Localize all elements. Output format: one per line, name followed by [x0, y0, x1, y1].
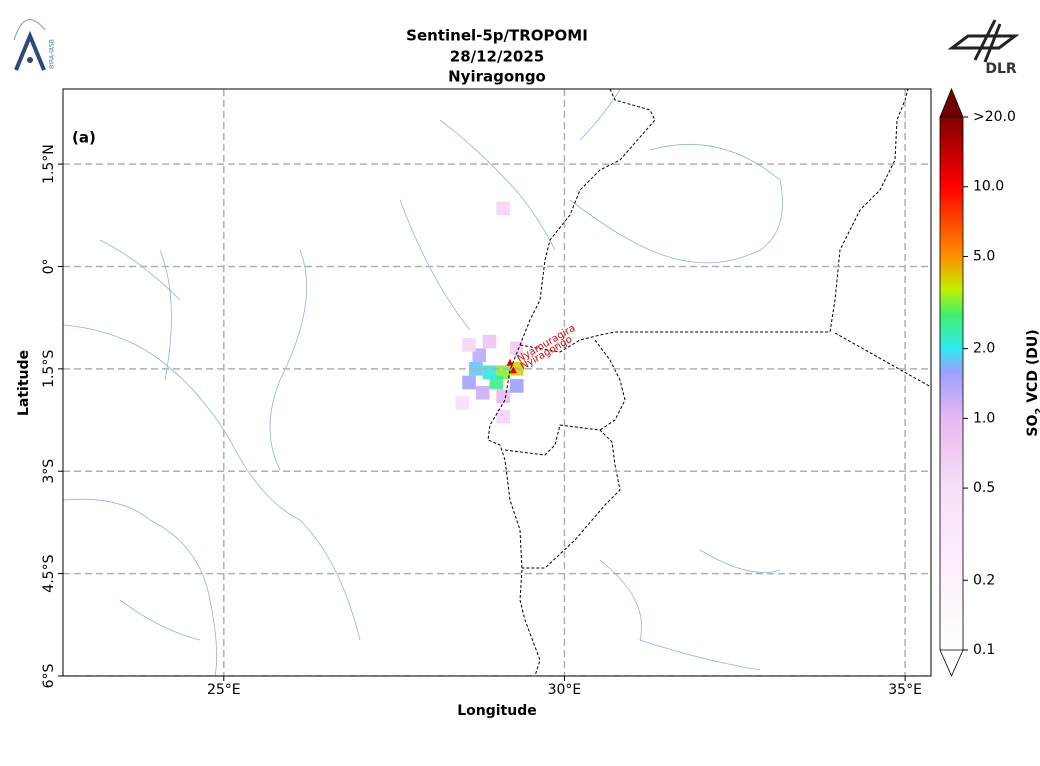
panel-label: (a): [72, 129, 96, 147]
cb-label-rest: VCD (DU): [1025, 329, 1040, 407]
colorbar-label: SO2 VCD (DU): [1025, 329, 1040, 436]
so2-cell: [475, 385, 490, 400]
x-tick-label: 30°E: [548, 682, 582, 698]
colorbar-tick-label: >20.0: [973, 109, 1016, 125]
so2-cell: [509, 379, 524, 393]
cb-label-main: SO: [1025, 415, 1040, 437]
bira-text: BIRA-IASB: [49, 39, 56, 69]
y-axis-label: Latitude: [16, 350, 32, 416]
colorbar-tick-label: 0.5: [973, 480, 995, 496]
colorbar-outline: [939, 117, 964, 650]
colorbar-over: [939, 87, 964, 118]
bira-logo: BIRA-IASB: [13, 19, 56, 71]
colorbar-tick-label: 10.0: [973, 179, 1004, 195]
geography: [63, 89, 931, 676]
y-tick-label: 1.5°S: [41, 350, 57, 388]
so2-cell: [462, 375, 476, 390]
dlr-text: DLR: [985, 61, 1017, 77]
x-axis-label: Longitude: [457, 703, 537, 719]
colorbar-tick-label: 0.1: [973, 642, 995, 658]
so2-layer: [455, 201, 524, 424]
y-tick-label: 3°S: [41, 459, 57, 484]
colorbar-tick-label: 2.0: [973, 341, 995, 357]
cb-label-sub: 2: [1034, 408, 1040, 415]
dlr-logo: DLR: [947, 19, 1020, 77]
colorbar-under: [939, 649, 964, 677]
so2-cell: [496, 389, 510, 403]
title: Sentinel-5p/TROPOMI: [406, 27, 588, 45]
so2-cell: [455, 396, 470, 410]
y-tick-label: 4.5°S: [41, 554, 57, 592]
y-tick-label: 6°S: [41, 663, 57, 688]
so2-cell: [462, 338, 476, 352]
so2-cell: [482, 365, 497, 380]
grid: [63, 89, 931, 676]
location: Nyiragongo: [448, 68, 546, 86]
y-tick-label: 0°: [41, 259, 57, 275]
so2-cell: [496, 409, 510, 424]
x-tick-label: 35°E: [888, 682, 922, 698]
colorbar-body: [940, 117, 963, 650]
x-tick-label: 25°E: [207, 682, 241, 698]
volcano-marker: [509, 366, 517, 374]
date: 28/12/2025: [450, 48, 544, 66]
so2-cell: [496, 201, 510, 216]
map-frame: [62, 88, 932, 677]
y-tick-label: 1.5°N: [41, 144, 57, 184]
colorbar-tick-label: 1.0: [973, 410, 995, 426]
volcano-marker: [506, 358, 514, 366]
so2-cell: [482, 334, 497, 349]
colorbar-tick-label: 0.2: [973, 572, 995, 588]
colorbar-tick-label: 5.0: [973, 248, 995, 264]
colorbar: >20.0 10.0 5.0 2.0 1.0 0.5 0.2 0.1: [939, 87, 1016, 677]
